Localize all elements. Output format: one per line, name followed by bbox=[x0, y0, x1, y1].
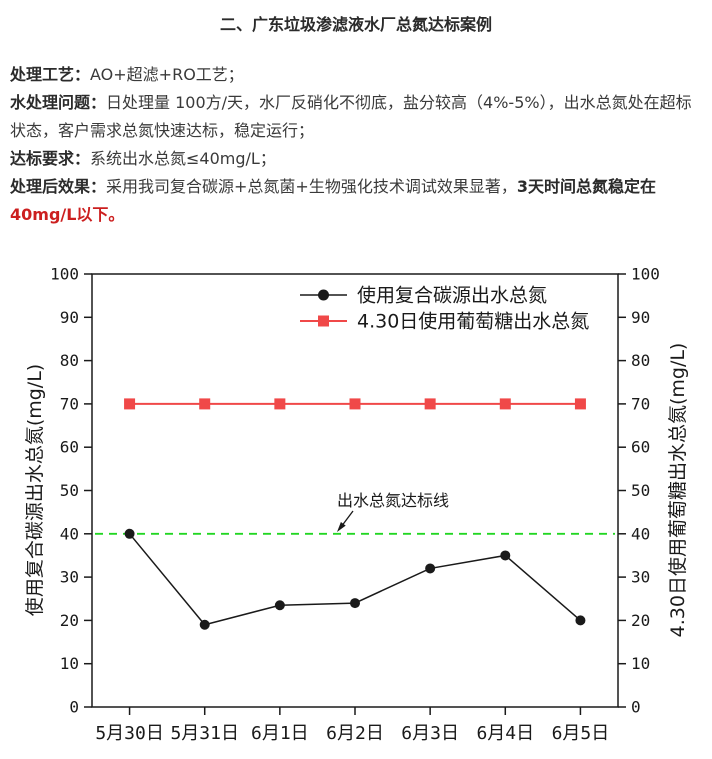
y-tick-label-right: 90 bbox=[631, 308, 650, 327]
data-point-marker bbox=[350, 598, 360, 609]
left-axis-title: 使用复合碳源出水总氮(mg/L) bbox=[24, 364, 46, 616]
data-point-marker bbox=[349, 398, 361, 410]
y-tick-label-right: 60 bbox=[631, 438, 650, 457]
target-line-label: 出水总氮达标线 bbox=[337, 491, 449, 510]
y-tick-label-left: 70 bbox=[60, 394, 79, 413]
data-point-marker bbox=[424, 398, 436, 410]
y-tick-label-right: 30 bbox=[631, 568, 650, 587]
y-tick-label-right: 80 bbox=[631, 351, 650, 370]
y-tick-label-left: 40 bbox=[60, 524, 79, 543]
paragraph: 水处理问题：日处理量 100方/天，水厂反硝化不彻底，盐分较高（4%-5%），出… bbox=[10, 89, 706, 145]
x-tick-label: 6月2日 bbox=[326, 723, 384, 744]
data-point-marker bbox=[124, 398, 136, 410]
y-tick-label-right: 10 bbox=[631, 654, 650, 673]
text-segment: 处理工艺： bbox=[10, 65, 91, 84]
data-point-marker bbox=[199, 619, 210, 630]
y-tick-label-right: 20 bbox=[631, 611, 650, 630]
data-point-marker bbox=[500, 550, 511, 561]
text-segment: 达标要求： bbox=[10, 149, 91, 168]
legend: 使用复合碳源出水总氮 4.30日使用葡萄糖出水总氮 bbox=[300, 285, 589, 333]
data-point-marker bbox=[274, 600, 285, 611]
text-segment: 采用我司复合碳源+总氮菌+生物强化技术调试效果显著， bbox=[106, 177, 517, 196]
total-nitrogen-chart: 0 0 10 10 20 20 30 30 40 40 50 50 60 60 70 70 80 80 90 90 10… bbox=[0, 255, 712, 759]
y-tick-label-left: 90 bbox=[60, 308, 79, 327]
y-tick-label-right: 50 bbox=[631, 481, 650, 500]
data-point-marker bbox=[274, 398, 286, 410]
y-tick-label-right: 70 bbox=[631, 394, 650, 413]
data-point-marker bbox=[199, 398, 211, 410]
y-tick-label-left: 100 bbox=[50, 265, 79, 284]
x-tick-label: 6月4日 bbox=[476, 723, 534, 744]
data-point-marker bbox=[574, 398, 586, 410]
text-segment: 40mg/L以下。 bbox=[10, 205, 125, 224]
series-composite-carbon bbox=[124, 528, 586, 630]
y-tick-label-right: 40 bbox=[631, 524, 650, 543]
y-tick-label-right: 0 bbox=[631, 698, 641, 717]
text-segment: 日处理量 100方/天，水厂反硝化不彻底，盐分较高（4%-5%），出水总氮处在超… bbox=[10, 93, 692, 140]
data-point-marker bbox=[499, 398, 511, 410]
y-tick-label-left: 0 bbox=[69, 698, 79, 717]
legend-label: 4.30日使用葡萄糖出水总氮 bbox=[357, 311, 589, 333]
y-tick-label-left: 50 bbox=[60, 481, 79, 500]
x-tick-label: 6月1日 bbox=[251, 723, 309, 744]
text-segment: 处理后效果： bbox=[10, 177, 107, 196]
y-tick-label-right: 100 bbox=[631, 265, 660, 284]
legend-square-marker bbox=[318, 315, 329, 327]
x-tick-label: 6月3日 bbox=[401, 723, 459, 744]
x-axis: 5月30日 5月31日 6月1日 6月2日 6月3日 6月4日 6月5日 bbox=[95, 707, 609, 744]
y-tick-label-left: 20 bbox=[60, 611, 79, 630]
y-tick-label-left: 30 bbox=[60, 568, 79, 587]
x-tick-label: 6月5日 bbox=[552, 723, 610, 744]
annotation-arrow-head bbox=[337, 522, 346, 532]
right-axis-title: 4.30日使用葡萄糖出水总氮(mg/L) bbox=[667, 343, 689, 638]
page-title: 二、广东垃圾渗滤液水厂总氮达标案例 bbox=[219, 15, 492, 34]
data-point-marker bbox=[425, 563, 436, 574]
data-point-marker bbox=[575, 615, 586, 626]
chart-canvas: 0 0 10 10 20 20 30 30 40 40 50 50 60 60 70 70 80 80 90 90 10… bbox=[24, 265, 689, 745]
y-tick-label-left: 80 bbox=[60, 351, 79, 370]
text-segment: 3天时间总氮稳定在 bbox=[516, 177, 656, 196]
paragraph: 达标要求：系统出水总氮≤40mg/L； bbox=[10, 145, 706, 173]
legend-label: 使用复合碳源出水总氮 bbox=[357, 285, 547, 307]
paragraph: 处理后效果：采用我司复合碳源+总氮菌+生物强化技术调试效果显著，3天时间总氮稳定… bbox=[10, 173, 706, 229]
x-tick-label: 5月30日 bbox=[95, 723, 164, 744]
series-line bbox=[128, 533, 581, 626]
text-segment: AO+超滤+RO工艺； bbox=[90, 65, 244, 84]
data-point-marker bbox=[124, 528, 135, 539]
text-segment: 系统出水总氮≤40mg/L； bbox=[90, 149, 276, 168]
legend-circle-marker bbox=[318, 289, 329, 301]
series-glucose bbox=[124, 398, 586, 410]
x-tick-label: 5月31日 bbox=[170, 723, 239, 744]
y-tick-label-left: 60 bbox=[60, 438, 79, 457]
y-axes: 0 0 10 10 20 20 30 30 40 40 50 50 60 60 70 70 80 80 90 90 10… bbox=[50, 265, 660, 717]
text-segment: 水处理问题： bbox=[10, 93, 107, 112]
case-description: 处理工艺：AO+超滤+RO工艺； 水处理问题：日处理量 100方/天，水厂反硝化不… bbox=[0, 61, 712, 229]
y-tick-label-left: 10 bbox=[60, 654, 79, 673]
paragraph: 处理工艺：AO+超滤+RO工艺； bbox=[10, 61, 706, 89]
